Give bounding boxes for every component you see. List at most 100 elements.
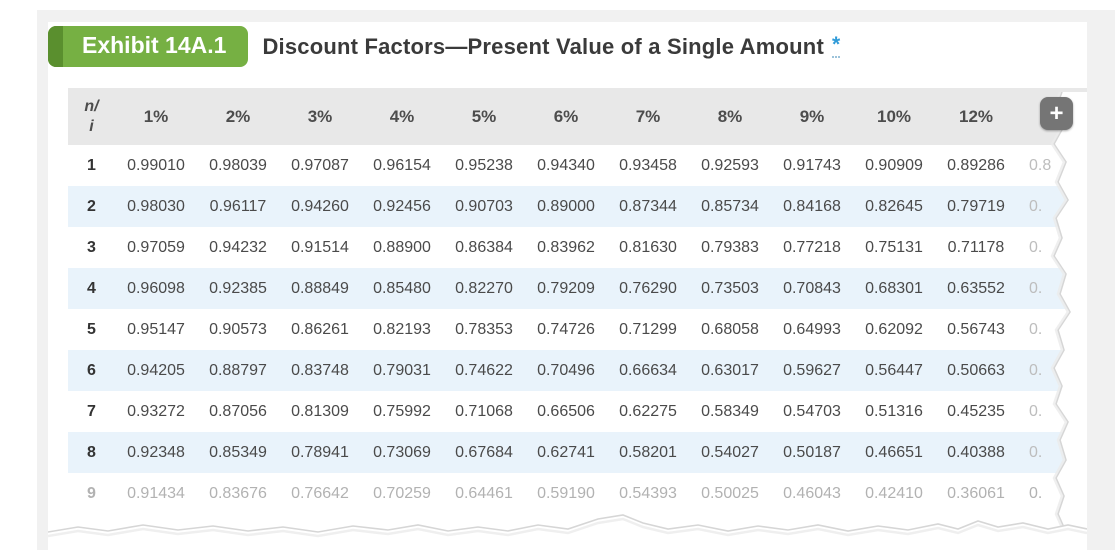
discount-factors-table-wrap: n/i 1% 2% 3% 4% 5% 6% 7% 8% 9% 10% 12% 1 0.99010 0.980… (68, 88, 1087, 514)
factor-cell: 0.83748 (291, 361, 349, 379)
row-number: 6 (87, 361, 96, 379)
factor-cell: 0.75131 (865, 238, 923, 256)
factor-cell: 0.90909 (865, 156, 923, 174)
factor-cell: 0.36061 (947, 484, 1005, 502)
factor-cell: 0.95147 (127, 320, 185, 338)
factor-cell: 0.66634 (619, 361, 677, 379)
col-header-8%: 8% (689, 88, 771, 145)
factor-cell: 0.56743 (947, 320, 1005, 338)
factor-cell: 0.93458 (619, 156, 677, 174)
factor-cell: 0.94232 (209, 238, 267, 256)
discount-factors-table: n/i 1% 2% 3% 4% 5% 6% 7% 8% 9% 10% 12% 1 0.99010 0.980… (68, 88, 1087, 514)
factor-cell: 0.63552 (947, 279, 1005, 297)
factor-cell: 0.87344 (619, 197, 677, 215)
factor-cell: 0.90573 (209, 320, 267, 338)
corner-header-line1: n/ (84, 97, 99, 115)
table-row-2: 2 0.98030 0.96117 0.94260 0.92456 0.90703 0.89… (68, 186, 1087, 227)
factor-cell: 0.46651 (865, 443, 923, 461)
footnote-asterisk-link[interactable]: * (831, 32, 841, 58)
factor-cell: 0.85480 (373, 279, 431, 297)
torn-cell-fragment: 0. (1029, 279, 1043, 297)
row-number: 1 (87, 156, 96, 174)
factor-cell: 0.79209 (537, 279, 595, 297)
factor-cell: 0.79383 (701, 238, 759, 256)
factor-cell: 0.58349 (701, 402, 759, 420)
factor-cell: 0.89000 (537, 197, 595, 215)
factor-cell: 0.83962 (537, 238, 595, 256)
factor-cell: 0.96117 (209, 197, 267, 215)
col-header-7%: 7% (607, 88, 689, 145)
factor-cell: 0.98039 (209, 156, 267, 174)
factor-cell: 0.96098 (127, 279, 185, 297)
factor-cell: 0.70496 (537, 361, 595, 379)
factor-cell: 0.75992 (373, 402, 431, 420)
factor-cell: 0.62275 (619, 402, 677, 420)
factor-cell: 0.45235 (947, 402, 1005, 420)
torn-cell-fragment: 0. (1029, 197, 1043, 215)
factor-cell: 0.50187 (783, 443, 841, 461)
factor-cell: 0.71299 (619, 320, 677, 338)
content-card: Exhibit 14A.1 Discount Factors—Present V… (48, 22, 1087, 550)
table-row-6: 6 0.94205 0.88797 0.83748 0.79031 0.74622 0.70… (68, 350, 1087, 391)
col-header-4%: 4% (361, 88, 443, 145)
factor-cell: 0.89286 (947, 156, 1005, 174)
col-header-12%: 12% (935, 88, 1017, 145)
factor-cell: 0.62741 (537, 443, 595, 461)
factor-cell: 0.50663 (947, 361, 1005, 379)
factor-cell: 0.86261 (291, 320, 349, 338)
factor-cell: 0.73503 (701, 279, 759, 297)
row-number: 3 (87, 238, 96, 256)
factor-cell: 0.68301 (865, 279, 923, 297)
factor-cell: 0.71178 (947, 238, 1005, 256)
row-number: 2 (87, 197, 96, 215)
factor-cell: 0.76642 (291, 484, 349, 502)
col-header-10%: 10% (853, 88, 935, 145)
factor-cell: 0.68058 (701, 320, 759, 338)
torn-cell-fragment: 0. (1029, 443, 1043, 461)
factor-cell: 0.59190 (537, 484, 595, 502)
factor-cell: 0.81630 (619, 238, 677, 256)
factor-cell: 0.94340 (537, 156, 595, 174)
factor-cell: 0.88797 (209, 361, 267, 379)
factor-cell: 0.96154 (373, 156, 431, 174)
factor-cell: 0.79719 (947, 197, 1005, 215)
factor-cell: 0.88849 (291, 279, 349, 297)
torn-cell-fragment: 0.8 (1029, 156, 1052, 174)
factor-cell: 0.50025 (701, 484, 759, 502)
factor-cell: 0.92593 (701, 156, 759, 174)
exhibit-badge-label: Exhibit 14A.1 (82, 31, 227, 58)
factor-cell: 0.81309 (291, 402, 349, 420)
exhibit-badge: Exhibit 14A.1 (48, 25, 249, 67)
factor-cell: 0.82270 (455, 279, 513, 297)
factor-cell: 0.70843 (783, 279, 841, 297)
factor-cell: 0.78353 (455, 320, 513, 338)
col-header-2%: 2% (197, 88, 279, 145)
factor-cell: 0.78941 (291, 443, 349, 461)
factor-cell: 0.86384 (455, 238, 513, 256)
factor-cell: 0.92385 (209, 279, 267, 297)
factor-cell: 0.64993 (783, 320, 841, 338)
col-header-1%: 1% (115, 88, 197, 145)
factor-cell: 0.67684 (455, 443, 513, 461)
exhibit-header: Exhibit 14A.1 Discount Factors—Present V… (48, 25, 841, 67)
page-title: Discount Factors—Present Value of a Sing… (262, 32, 841, 60)
torn-cell-fragment: 0. (1029, 361, 1043, 379)
torn-edge-bottom (48, 514, 1087, 550)
factor-cell: 0.73069 (373, 443, 431, 461)
table-row-3: 3 0.97059 0.94232 0.91514 0.88900 0.86384 0.83… (68, 227, 1087, 268)
factor-cell: 0.79031 (373, 361, 431, 379)
factor-cell: 0.83676 (209, 484, 267, 502)
expand-table-button[interactable]: + (1040, 97, 1073, 130)
factor-cell: 0.70259 (373, 484, 431, 502)
factor-cell: 0.66506 (537, 402, 595, 420)
table-row-7: 7 0.93272 0.87056 0.81309 0.75992 0.71068 0.66… (68, 391, 1087, 432)
factor-cell: 0.97059 (127, 238, 185, 256)
factor-cell: 0.71068 (455, 402, 513, 420)
factor-cell: 0.87056 (209, 402, 267, 420)
factor-cell: 0.91434 (127, 484, 185, 502)
factor-cell: 0.59627 (783, 361, 841, 379)
row-number: 4 (87, 279, 96, 297)
factor-cell: 0.88900 (373, 238, 431, 256)
table-row-9: 9 0.91434 0.83676 0.76642 0.70259 0.64461 0.59… (68, 473, 1087, 514)
col-header-3%: 3% (279, 88, 361, 145)
